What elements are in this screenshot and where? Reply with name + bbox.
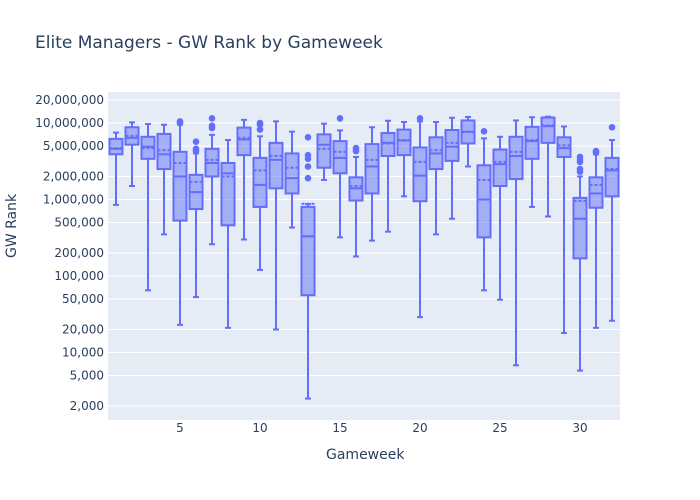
chart-title: Elite Managers - GW Rank by Gameweek: [35, 33, 383, 53]
y-tick-label: 2,000: [70, 399, 104, 413]
outlier-point[interactable]: [192, 147, 200, 155]
x-tick-label: 5: [176, 421, 184, 435]
box-gw-28[interactable]: [540, 115, 556, 218]
box-gw-17[interactable]: [364, 126, 380, 242]
outlier-point[interactable]: [304, 174, 312, 182]
outlier-point[interactable]: [608, 123, 616, 131]
box-gw-27[interactable]: [524, 116, 540, 208]
x-axis-label: Gameweek: [326, 447, 405, 463]
box-gw-32[interactable]: [604, 123, 620, 322]
x-tick-label: 30: [572, 421, 587, 435]
outlier-point[interactable]: [256, 121, 264, 129]
outlier-point[interactable]: [336, 115, 344, 122]
outlier-point[interactable]: [256, 126, 264, 133]
box-gw-5[interactable]: [172, 118, 188, 326]
x-tick-label: 10: [252, 421, 267, 435]
y-tick-label: 5,000: [70, 369, 104, 383]
outlier-point[interactable]: [304, 134, 312, 141]
outlier-point[interactable]: [304, 155, 312, 163]
outlier-point[interactable]: [208, 115, 216, 122]
outlier-point[interactable]: [304, 163, 312, 170]
y-tick-label: 200,000: [54, 246, 104, 260]
box-gw-7[interactable]: [204, 115, 220, 246]
y-tick-label: 5,000,000: [43, 139, 104, 153]
box-gw-19[interactable]: [396, 121, 412, 198]
x-tick-label: 15: [332, 421, 347, 435]
box-gw-10[interactable]: [252, 119, 268, 271]
y-tick-label: 2,000,000: [43, 169, 104, 183]
y-tick-label: 10,000: [62, 346, 104, 360]
box-gw-15[interactable]: [332, 115, 348, 239]
outlier-point[interactable]: [576, 158, 584, 166]
box-gw-16[interactable]: [348, 144, 364, 258]
x-tick-label: 25: [492, 421, 507, 435]
box-gw-8[interactable]: [220, 138, 236, 329]
box-gw-12[interactable]: [284, 130, 300, 229]
box-gw-13[interactable]: [300, 134, 316, 400]
y-axis-ticks: 2,000 5,000 10,000 20,000 50,000 100,000 200,0…: [35, 93, 104, 413]
box-gw-22[interactable]: [444, 116, 460, 220]
box-gw-4[interactable]: [156, 123, 172, 236]
box-series[interactable]: [108, 115, 620, 400]
box-gw-31[interactable]: [588, 147, 604, 329]
box-gw-21[interactable]: [428, 121, 444, 236]
box-gw-3[interactable]: [140, 123, 156, 292]
y-tick-label: 20,000,000: [35, 93, 104, 107]
box-gw-25[interactable]: [492, 135, 508, 301]
box-gw-2[interactable]: [124, 121, 140, 188]
outlier-point[interactable]: [192, 138, 200, 145]
y-tick-label: 1,000,000: [43, 193, 104, 207]
box-gw-24[interactable]: [476, 127, 492, 292]
y-tick-label: 50,000: [62, 292, 104, 306]
box-gw-29[interactable]: [556, 125, 572, 334]
outlier-point[interactable]: [352, 147, 360, 155]
box-gw-1[interactable]: [108, 131, 124, 206]
box-gw-14[interactable]: [316, 122, 332, 181]
box-gw-23[interactable]: [460, 115, 476, 168]
box-gw-9[interactable]: [236, 118, 252, 241]
y-tick-label: 20,000: [62, 322, 104, 336]
outlier-point[interactable]: [176, 119, 184, 127]
outlier-point[interactable]: [576, 168, 584, 176]
outlier-point[interactable]: [480, 127, 488, 135]
x-tick-label: 20: [412, 421, 427, 435]
gridlines: [108, 99, 620, 407]
outlier-point[interactable]: [208, 124, 216, 132]
box-gw-26[interactable]: [508, 119, 524, 367]
y-tick-label: 500,000: [54, 216, 104, 230]
outlier-point[interactable]: [592, 149, 600, 156]
outlier-point[interactable]: [416, 115, 424, 122]
box-gw-18[interactable]: [380, 119, 396, 233]
box-gw-6[interactable]: [188, 138, 204, 299]
x-axis-ticks: 5 10 15 20 25 30: [176, 421, 587, 435]
y-tick-label: 10,000,000: [35, 116, 104, 130]
box-gw-11[interactable]: [268, 120, 284, 331]
box-gw-20[interactable]: [412, 115, 428, 319]
y-tick-label: 100,000: [54, 269, 104, 283]
box-gw-30[interactable]: [572, 153, 588, 372]
